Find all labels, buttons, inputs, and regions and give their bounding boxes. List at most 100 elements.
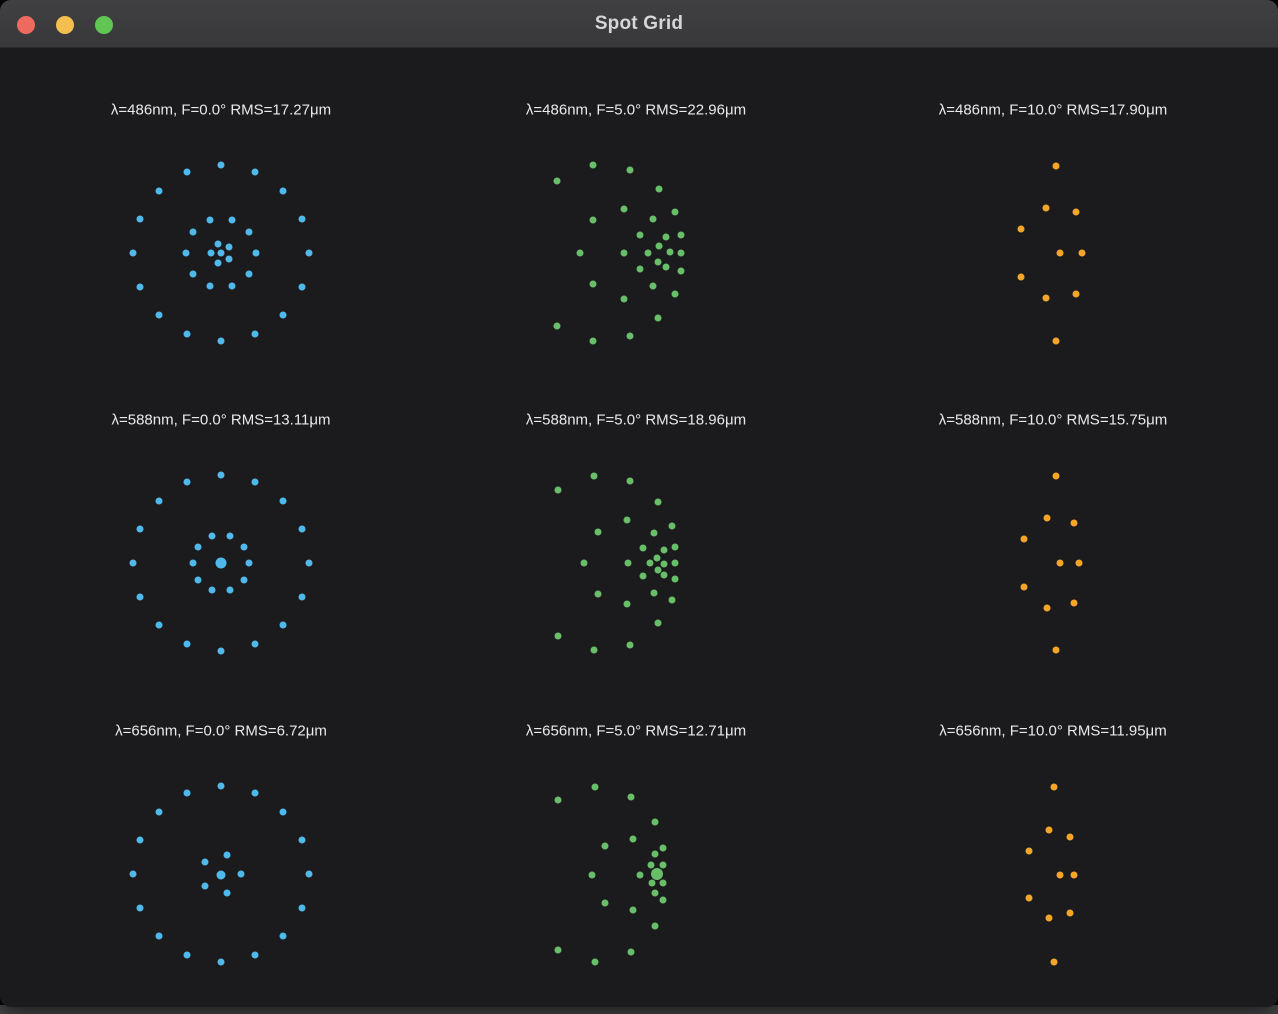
spot-dot [1072,208,1080,216]
spot-dot [245,270,253,278]
spot-dot [279,187,287,195]
spot-dot [225,243,233,251]
spot-dot [226,586,234,594]
spot-dot [279,808,287,816]
spot-dot [677,267,685,275]
spot-dot [201,882,209,890]
spot-dot [654,258,662,266]
spot-dot [594,590,602,598]
panel-title: λ=656nm, F=5.0° RMS=12.71μm [525,722,747,740]
spot-dot [240,576,248,583]
spot-dot [279,932,287,940]
spot-dot [298,283,306,291]
spot-dot [129,249,137,257]
spot-dot [650,529,658,537]
spot-dot [206,282,214,290]
spot-dot [668,522,676,530]
spot-dot [655,242,663,250]
spot-dot [305,249,313,257]
spot-dot [1042,204,1050,212]
spot-dot [1070,519,1078,527]
spot-dot [659,896,667,904]
spot-dot [660,546,668,554]
spot-dot [155,497,163,505]
spot-dot [649,282,657,290]
spot-dot [207,249,215,257]
spot-dot [136,904,144,912]
spot-dot [1050,783,1058,791]
spot-dot [627,948,635,956]
spot-dot [1043,604,1051,612]
spot-dot [671,543,679,551]
background-strip [0,1005,1278,1014]
spot-dot [639,544,647,552]
spot-dot [1078,249,1086,257]
spot-dot [1056,871,1064,879]
spot-dot [1072,290,1080,298]
spot-dot [215,557,227,569]
spot-dot [155,187,163,195]
spot-dot [298,215,306,223]
panel-title: λ=588nm, F=10.0° RMS=15.75μm [938,411,1168,429]
spot-dot [136,215,144,223]
close-button[interactable] [17,16,35,34]
spot-dot [629,835,637,843]
spot-dot [636,231,644,239]
spot-dot [305,870,313,878]
spot-dot [237,870,245,878]
spot-dot [279,621,287,629]
spot-dot [206,216,214,224]
spot-dot [217,782,225,790]
spot-dot [183,640,191,648]
spot-dot [183,478,191,486]
spot-dot [245,559,253,567]
spot-dot [298,836,306,844]
spot-dot [1066,833,1074,841]
spot-dot [1056,249,1064,257]
spot-dot [279,311,287,319]
spot-dot [225,255,233,263]
spot-dot [298,904,306,912]
spot-dot [214,240,222,248]
panel-title: λ=486nm, F=0.0° RMS=17.27μm [110,101,332,119]
window-titlebar: Spot Grid [0,0,1278,48]
spot-dot [589,280,597,288]
spot-dot [1052,646,1060,654]
spot-dot [660,571,668,579]
spot-dot [1020,535,1028,543]
minimize-button[interactable] [56,16,74,34]
spot-dot [194,576,202,583]
spot-dot [651,889,659,897]
spot-dot [136,593,144,601]
spot-dot [189,228,197,236]
spot-dot [554,946,562,954]
spot-dot [136,525,144,533]
spot-dot [659,844,667,852]
spot-dot [136,836,144,844]
spot-dot [251,168,259,176]
spot-dot [251,951,259,959]
spot-dot [554,632,562,640]
spot-dot [671,290,679,298]
spot-dot [590,646,598,654]
spot-dot [1017,225,1025,233]
spot-dot [647,861,655,869]
spot-dot [553,177,561,185]
spot-dot [671,575,679,583]
spot-dot [644,249,652,257]
spot-dot [155,621,163,629]
spot-dot [624,559,632,567]
spot-dot [214,259,222,267]
spot-dot [1052,337,1060,345]
spot-dot [651,850,659,858]
spot-dot [1045,826,1053,834]
spot-dot [576,249,584,257]
spot-dot [1042,294,1050,302]
spot-dot [183,168,191,176]
zoom-button[interactable] [95,16,113,34]
spot-dot [653,554,661,562]
spot-dot [1052,162,1060,170]
spot-dot [1070,599,1078,607]
